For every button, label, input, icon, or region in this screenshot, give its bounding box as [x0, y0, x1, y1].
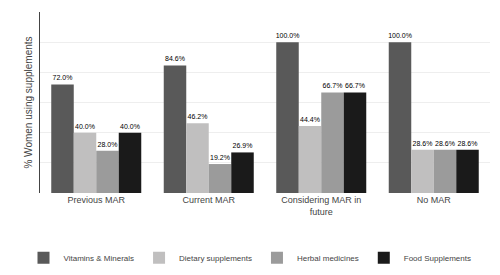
svg-text:72.0%: 72.0% — [53, 74, 73, 81]
svg-text:40.0%: 40.0% — [75, 123, 95, 130]
svg-text:Previous MAR: Previous MAR — [67, 195, 125, 205]
svg-text:Food Supplements: Food Supplements — [404, 254, 471, 263]
svg-text:28.6%: 28.6% — [413, 140, 433, 147]
svg-text:Dietary supplements: Dietary supplements — [179, 254, 252, 263]
svg-text:Vitamins & Minerals: Vitamins & Minerals — [64, 254, 135, 263]
svg-text:No MAR: No MAR — [417, 195, 452, 205]
svg-text:Herbal medicines: Herbal medicines — [297, 254, 359, 263]
svg-text:28.0%: 28.0% — [98, 141, 118, 148]
svg-text:26.9%: 26.9% — [233, 142, 253, 149]
svg-text:28.6%: 28.6% — [458, 140, 478, 147]
svg-text:28.6%: 28.6% — [435, 140, 455, 147]
svg-text:84.6%: 84.6% — [165, 55, 185, 62]
svg-text:40.0%: 40.0% — [120, 123, 140, 130]
svg-text:100.0%: 100.0% — [388, 32, 412, 39]
svg-text:19.2%: 19.2% — [210, 154, 230, 161]
svg-text:% Women using supplements: % Women using supplements — [23, 36, 34, 168]
svg-text:Current MAR: Current MAR — [182, 195, 235, 205]
svg-text:44.4%: 44.4% — [300, 116, 320, 123]
svg-text:46.2%: 46.2% — [188, 113, 208, 120]
svg-text:Considering MAR infuture: Considering MAR infuture — [281, 195, 361, 217]
svg-text:100.0%: 100.0% — [276, 32, 300, 39]
svg-text:66.7%: 66.7% — [345, 82, 365, 89]
svg-text:66.7%: 66.7% — [323, 82, 343, 89]
